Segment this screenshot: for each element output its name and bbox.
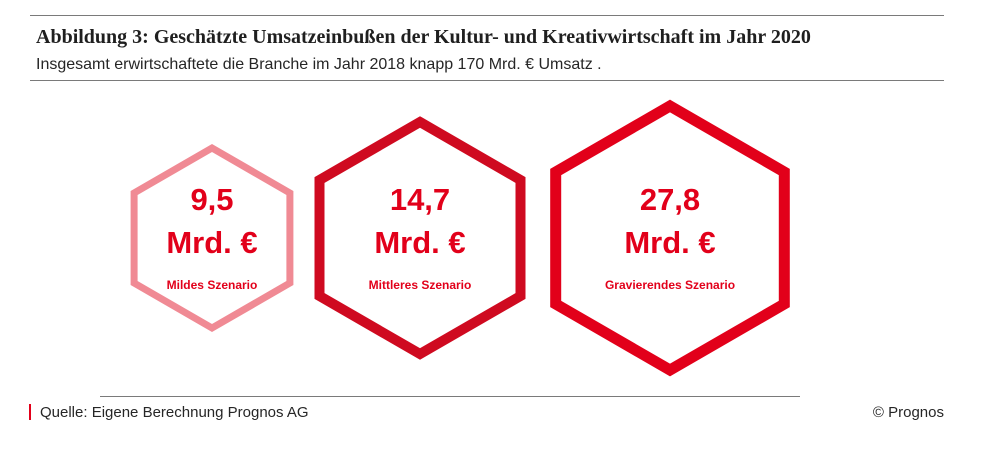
scenario-label-mildes-szenario: Mildes Szenario [167, 278, 258, 292]
hexagon-outline-mildes-szenario [130, 143, 294, 333]
source-note: Quelle: Eigene Berechnung Prognos AG [40, 404, 309, 421]
hexagon-outline-gravierendes-szenario [550, 99, 790, 377]
top-rule [30, 15, 944, 16]
hexagon-mittleres-szenario: 14,7 Mrd. € Mittleres Szenario [314, 116, 526, 360]
source-marker [29, 404, 31, 420]
unit-label-mittleres-szenario: Mrd. € [374, 225, 465, 260]
value-label-gravierendes-szenario: 27,8 [640, 182, 700, 217]
scenario-label-gravierendes-szenario: Gravierendes Szenario [605, 278, 735, 292]
copyright-note: © Prognos [872, 404, 944, 421]
unit-label-gravierendes-szenario: Mrd. € [624, 225, 715, 260]
footer-rule [100, 396, 800, 397]
figure-subtitle: Insgesamt erwirtschaftete die Branche im… [36, 56, 602, 73]
figure-title: Abbildung 3: Geschätzte Umsatzeinbußen d… [36, 26, 811, 48]
hexagon-mildes-szenario: 9,5 Mrd. € Mildes Szenario [130, 143, 294, 333]
hexagon-outline-mittleres-szenario [314, 116, 526, 360]
value-label-mildes-szenario: 9,5 [190, 182, 233, 217]
hexagon-gravierendes-szenario: 27,8 Mrd. € Gravierendes Szenario [550, 99, 790, 377]
scenario-label-mittleres-szenario: Mittleres Szenario [369, 278, 472, 292]
value-label-mittleres-szenario: 14,7 [390, 182, 450, 217]
header-rule [30, 80, 944, 81]
unit-label-mildes-szenario: Mrd. € [166, 225, 257, 260]
